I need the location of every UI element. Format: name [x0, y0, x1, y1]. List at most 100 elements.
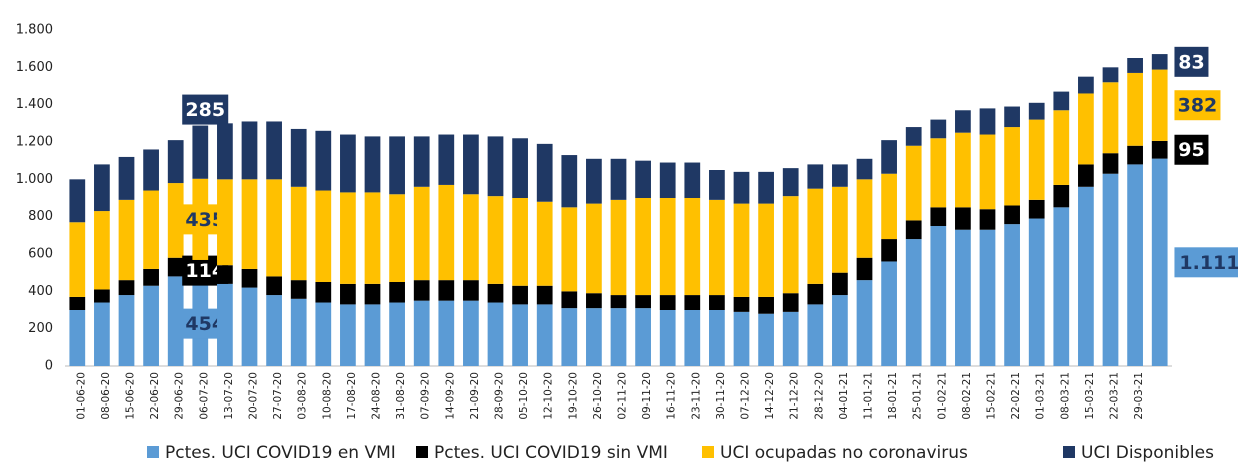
bar-segment: [118, 199, 135, 281]
value-label-box: [1174, 46, 1209, 77]
bar-segment: [1004, 205, 1020, 225]
bar-segment: [758, 313, 774, 366]
bar-segment: [561, 308, 578, 366]
bar-segment: [315, 282, 332, 303]
bar-segment: [340, 304, 356, 366]
bar-segment: [413, 186, 430, 281]
bar-segment: [1127, 72, 1143, 146]
bar-segment: [143, 268, 159, 286]
bar-segment: [143, 285, 159, 366]
y-tick-label: 1.000: [16, 172, 53, 187]
legend-swatch: [702, 446, 714, 458]
bar-segment: [782, 293, 799, 312]
bar-segment: [536, 201, 553, 286]
bar-segment: [905, 145, 922, 221]
x-tick-label: 21-12-20: [789, 372, 801, 420]
x-tick-label: 13-07-20: [223, 372, 235, 420]
bar-segment: [512, 138, 528, 198]
bar-segment: [290, 128, 307, 187]
bar-segment: [1028, 102, 1045, 120]
bar-segment: [709, 310, 725, 366]
bar-segment: [979, 209, 996, 230]
bar-segment: [167, 257, 184, 277]
y-tick-label: 1.200: [16, 135, 53, 150]
bar-segment: [315, 190, 332, 282]
x-tick-label: 21-09-20: [469, 372, 481, 420]
x-tick-label: 27-07-20: [272, 372, 284, 420]
legend-swatch: [147, 446, 159, 458]
bar-segment: [364, 304, 381, 366]
bar-segment: [856, 158, 873, 180]
bar-segment: [1127, 164, 1143, 366]
bar-segment: [463, 194, 479, 281]
bar-segment: [635, 198, 651, 296]
bar-segment: [536, 285, 553, 305]
bar-segment: [832, 295, 848, 366]
bar-segment: [684, 310, 701, 366]
bar-segment: [413, 280, 430, 301]
bar-segment: [635, 160, 651, 198]
bar-segment: [733, 203, 750, 297]
bar-segment: [1053, 184, 1070, 208]
y-tick-label: 1.400: [16, 97, 53, 112]
bar-segment: [94, 164, 110, 212]
bar-segment: [463, 300, 479, 366]
value-label: 454: [185, 313, 225, 335]
bar-segment: [241, 179, 258, 269]
bar-segment: [1028, 119, 1045, 200]
bar-segment: [340, 192, 356, 284]
x-tick-label: 20-07-20: [248, 372, 260, 420]
bar-segment: [364, 192, 381, 284]
x-tick-label: 11-01-21: [863, 372, 875, 420]
x-tick-label: 18-01-21: [887, 372, 899, 420]
x-tick-label: 15-03-21: [1084, 372, 1096, 420]
bar-segment: [389, 136, 405, 195]
value-label: 382: [1178, 95, 1218, 117]
bar-segment: [1028, 218, 1045, 366]
value-label-box: [1174, 134, 1209, 165]
x-tick-label: 06-07-20: [198, 372, 210, 420]
bar-segment: [733, 311, 750, 366]
bar-segment: [118, 156, 135, 200]
legend-label: Pctes. UCI COVID19 en VMI: [165, 443, 396, 463]
x-tick-label: 28-12-20: [813, 372, 825, 420]
bar-segment: [94, 289, 110, 303]
bar-segment: [684, 162, 701, 198]
bar-segment: [758, 171, 774, 204]
value-label-box: [1174, 247, 1238, 278]
bar-segment: [438, 300, 455, 366]
bar-segment: [413, 300, 430, 366]
x-tick-label: 25-01-21: [912, 372, 924, 420]
bar-segment: [94, 211, 110, 290]
bar-segment: [782, 311, 799, 366]
bar-segment: [905, 127, 922, 146]
value-label: 114: [185, 260, 225, 282]
bar-segment: [1078, 76, 1094, 94]
bar-segment: [1127, 145, 1143, 165]
bar-segment: [758, 296, 774, 314]
bar-segment: [832, 186, 848, 273]
bar-segment: [438, 134, 455, 185]
x-tick-label: 12-10-20: [543, 372, 555, 420]
x-tick-label: 22-03-21: [1109, 372, 1121, 420]
bar-segment: [340, 134, 356, 193]
bar-segment: [217, 283, 233, 366]
y-tick-label: 400: [28, 284, 53, 299]
bar-segment: [487, 196, 504, 284]
bar-segment: [955, 229, 971, 366]
bar-segment: [118, 280, 135, 296]
bar-segment: [684, 295, 701, 310]
bar-segment: [881, 140, 897, 174]
bar-segment: [659, 295, 676, 310]
bar-segment: [635, 295, 651, 309]
bar-segment: [1004, 106, 1020, 128]
bar-segment: [266, 276, 282, 296]
y-tick-label: 800: [28, 209, 53, 224]
bar-segment: [832, 164, 848, 187]
bar-segment: [1078, 164, 1094, 187]
x-tick-label: 08-06-20: [100, 372, 112, 420]
bar-segment: [438, 280, 455, 301]
bar-segment: [512, 285, 528, 305]
bar-segment: [856, 257, 873, 281]
bar-segment: [266, 179, 282, 277]
